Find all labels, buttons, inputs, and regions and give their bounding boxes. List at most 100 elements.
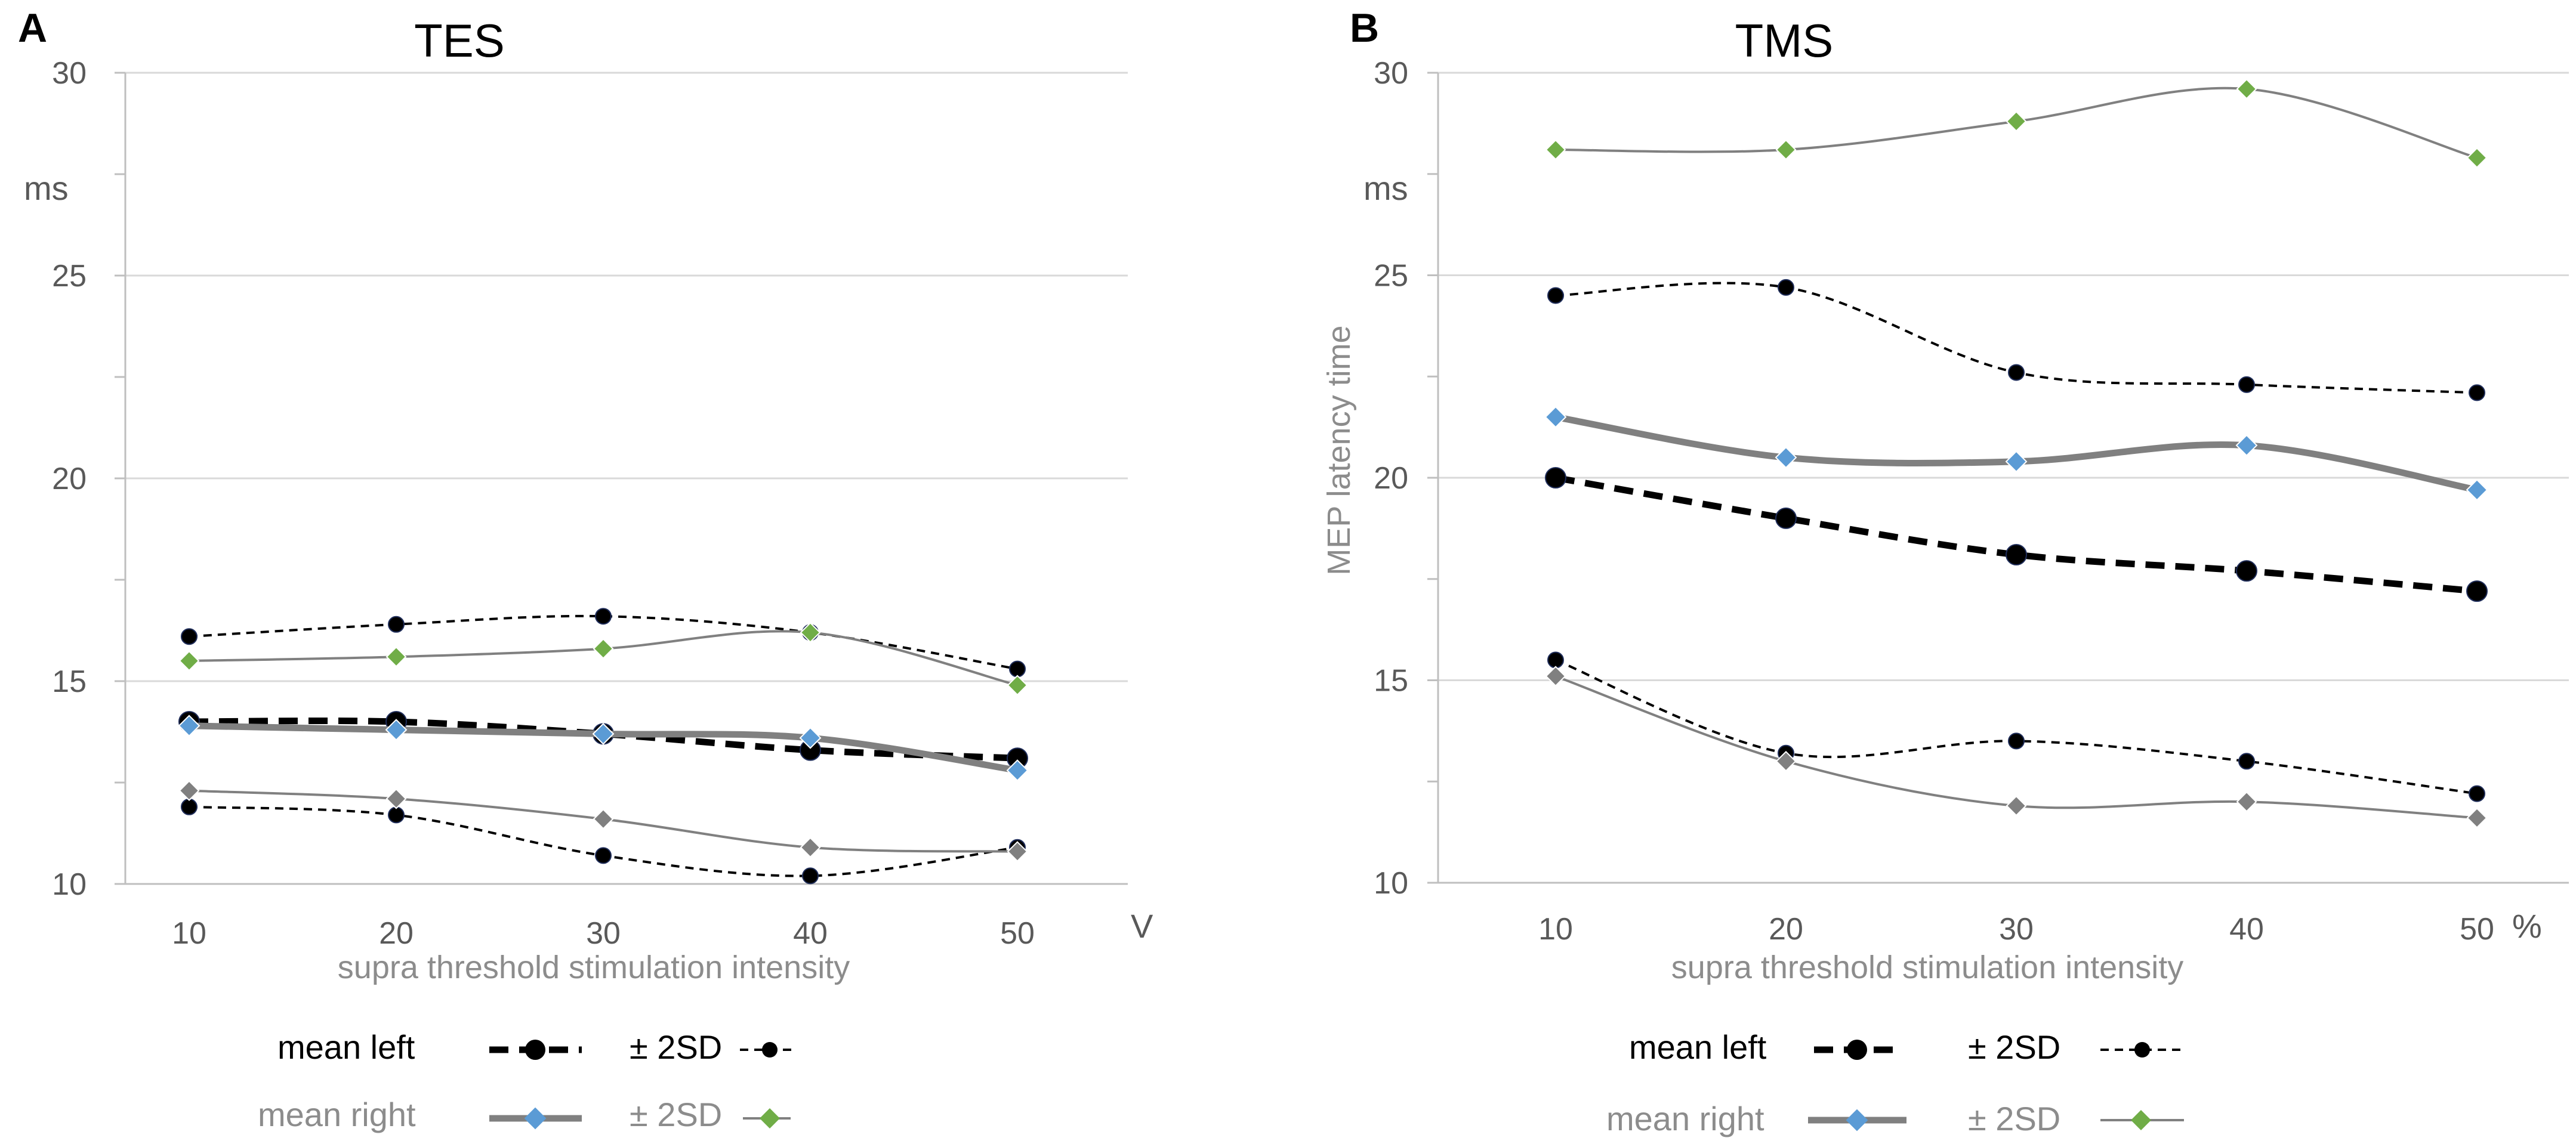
point-mean-right-minus-2sd-20 bbox=[1775, 750, 1797, 772]
series-line-mean-left bbox=[1555, 474, 2478, 595]
point-mean-right-plus-2sd-30 bbox=[593, 638, 614, 660]
legend-mean-left-marker-b bbox=[1847, 1040, 1867, 1060]
legend-sd-right-marker bbox=[760, 1108, 780, 1128]
legend-mean-right-marker bbox=[524, 1107, 547, 1130]
point-mean-left-40 bbox=[2236, 560, 2257, 582]
point-mean-left-plus-2sd-30 bbox=[2008, 364, 2025, 381]
point-mean-left-minus-2sd-10 bbox=[1547, 651, 1564, 669]
y-tick-label-15: 15 bbox=[1374, 664, 1408, 698]
point-mean-right-minus-2sd-40 bbox=[2236, 791, 2257, 812]
point-mean-left-plus-2sd-20 bbox=[1778, 279, 1794, 296]
point-mean-left-plus-2sd-20 bbox=[388, 616, 405, 633]
point-mean-left-plus-2sd-50 bbox=[1009, 660, 1026, 678]
point-mean-left-plus-2sd-10 bbox=[181, 628, 198, 645]
legend-mean-right-label: mean right bbox=[258, 1096, 416, 1133]
legend-sd-right-label-b: ± 2SD bbox=[1968, 1100, 2060, 1137]
point-mean-right-minus-2sd-10 bbox=[1545, 666, 1566, 687]
legend-tes: mean left ± 2SD mean right ± 2SD bbox=[258, 1028, 794, 1133]
x-tick-label-30: 30 bbox=[1999, 912, 2034, 947]
series-line-mean-left-plus-2sd bbox=[189, 614, 1018, 670]
panel-label-b: B bbox=[1350, 5, 1379, 51]
unit-label-ms-b: ms bbox=[1363, 169, 1408, 207]
y-tick-label-20: 20 bbox=[52, 462, 87, 496]
series-line-mean-left bbox=[189, 717, 1018, 762]
x-axis-title-tes: supra threshold stimulation intensity bbox=[338, 950, 850, 985]
x-tick-label-40: 40 bbox=[2229, 912, 2264, 947]
legend-sd-left-marker bbox=[762, 1042, 778, 1058]
point-mean-right-plus-2sd-10 bbox=[1545, 139, 1566, 160]
x-tick-label-30: 30 bbox=[586, 916, 621, 951]
series-layer-tms bbox=[1544, 78, 2488, 828]
point-mean-right-plus-2sd-20 bbox=[385, 646, 407, 667]
point-mean-left-minus-2sd-40 bbox=[802, 867, 819, 885]
point-mean-right-plus-2sd-10 bbox=[178, 650, 200, 672]
point-mean-right-50 bbox=[1006, 759, 1029, 782]
point-mean-left-minus-2sd-10 bbox=[181, 798, 198, 815]
point-mean-left-50 bbox=[2466, 580, 2488, 602]
legend-mean-left-label: mean left bbox=[277, 1028, 415, 1066]
point-mean-left-plus-2sd-30 bbox=[595, 608, 612, 625]
x-tick-label-40: 40 bbox=[793, 916, 828, 951]
point-mean-right-minus-2sd-40 bbox=[800, 837, 821, 858]
point-mean-right-40 bbox=[799, 726, 822, 749]
point-mean-left-plus-2sd-50 bbox=[2469, 384, 2485, 401]
legend-sd-right-marker-b bbox=[2131, 1110, 2151, 1130]
y-tick-label-25: 25 bbox=[52, 259, 87, 293]
point-mean-left-minus-2sd-30 bbox=[2008, 732, 2025, 750]
point-mean-right-plus-2sd-40 bbox=[800, 622, 821, 643]
x-tick-label-10: 10 bbox=[1538, 912, 1573, 947]
point-mean-right-minus-2sd-30 bbox=[2006, 795, 2027, 817]
legend-mean-right-marker-b bbox=[1846, 1109, 1868, 1131]
y-tick-label-15: 15 bbox=[52, 664, 87, 699]
point-mean-right-plus-2sd-40 bbox=[2236, 78, 2257, 100]
y-tick-label-25: 25 bbox=[1374, 259, 1408, 293]
x-unit-label-v: V bbox=[1131, 907, 1153, 945]
point-mean-right-40 bbox=[2235, 434, 2258, 457]
point-mean-right-plus-2sd-20 bbox=[1775, 139, 1797, 160]
point-mean-right-minus-2sd-20 bbox=[385, 788, 407, 809]
point-mean-left-minus-2sd-20 bbox=[388, 806, 405, 824]
y-axis-title-tms: MEP latency time bbox=[1321, 325, 1357, 575]
x-tick-label-20: 20 bbox=[379, 916, 414, 951]
y-tick-label-30: 30 bbox=[52, 56, 87, 91]
y-tick-label-30: 30 bbox=[1374, 56, 1408, 91]
legend-sd-right-label: ± 2SD bbox=[630, 1096, 722, 1133]
y-tick-label-10: 10 bbox=[1374, 866, 1408, 901]
point-mean-right-10 bbox=[178, 715, 200, 737]
x-tick-label-50: 50 bbox=[1000, 916, 1035, 951]
point-mean-left-minus-2sd-40 bbox=[2238, 753, 2255, 770]
x-unit-label-percent: % bbox=[2512, 907, 2542, 945]
x-tick-labels-tes: 10 20 30 40 50 bbox=[172, 916, 1035, 951]
chart-title-tes: TES bbox=[414, 14, 505, 67]
point-mean-left-minus-2sd-30 bbox=[595, 847, 612, 864]
point-mean-right-minus-2sd-30 bbox=[593, 808, 614, 830]
point-mean-right-minus-2sd-50 bbox=[1007, 841, 1028, 862]
x-tick-label-10: 10 bbox=[172, 916, 206, 951]
point-mean-right-50 bbox=[2466, 478, 2488, 501]
point-mean-left-20 bbox=[1775, 507, 1797, 529]
legend-sd-left-label-b: ± 2SD bbox=[1968, 1028, 2060, 1066]
point-mean-left-plus-2sd-40 bbox=[2238, 376, 2255, 393]
point-mean-left-plus-2sd-10 bbox=[1547, 287, 1564, 304]
point-mean-right-30 bbox=[592, 722, 615, 745]
point-mean-right-plus-2sd-50 bbox=[2466, 147, 2488, 169]
unit-label-ms-a: ms bbox=[24, 169, 69, 207]
legend-mean-left-label-b: mean left bbox=[1629, 1028, 1767, 1066]
chart-title-tms: TMS bbox=[1735, 14, 1834, 67]
series-layer-tes bbox=[178, 608, 1029, 885]
point-mean-right-plus-2sd-30 bbox=[2006, 111, 2027, 132]
legend-sd-left-marker-b bbox=[2134, 1042, 2150, 1058]
panel-tes: A TES ms 10 15 20 25 30 10 20 30 40 50 V supra t… bbox=[18, 5, 1153, 1133]
legend-tms: mean left ± 2SD mean right ± 2SD bbox=[1606, 1028, 2184, 1137]
point-mean-left-30 bbox=[2006, 544, 2027, 566]
legend-mean-right-label-b: mean right bbox=[1606, 1100, 1764, 1137]
panel-label-a: A bbox=[18, 5, 47, 51]
legend-sd-left-label: ± 2SD bbox=[630, 1028, 722, 1066]
grid-lines-tms bbox=[1427, 72, 2569, 884]
x-tick-labels-tms: 10 20 30 40 50 bbox=[1538, 912, 2494, 947]
point-mean-right-10 bbox=[1544, 406, 1567, 428]
y-tick-labels-tms: 10 15 20 25 30 bbox=[1374, 56, 1408, 901]
y-tick-label-20: 20 bbox=[1374, 461, 1408, 496]
y-tick-label-10: 10 bbox=[52, 867, 87, 902]
